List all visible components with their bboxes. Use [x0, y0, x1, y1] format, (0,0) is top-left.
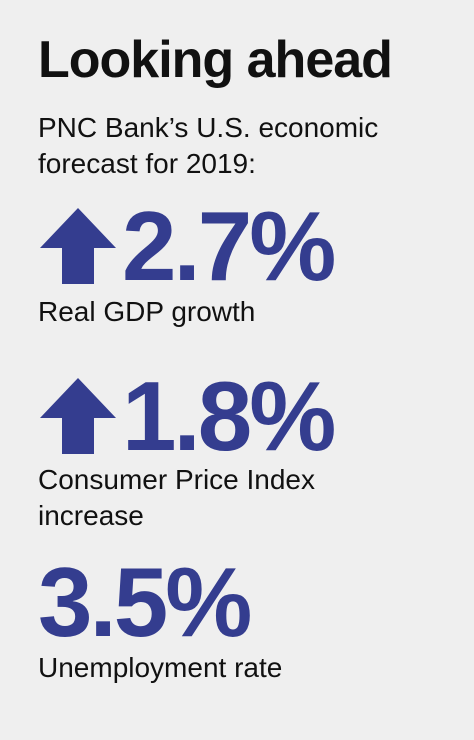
up-arrow-icon	[40, 208, 116, 284]
stat-unemployment-label: Unemployment rate	[38, 652, 283, 683]
stat-gdp-row: 2.7%	[38, 196, 468, 296]
stat-gdp-label: Real GDP growth	[38, 296, 256, 327]
up-arrow-icon	[40, 378, 116, 454]
stat-gdp: 2.7% Real GDP growth	[38, 196, 468, 330]
stat-cpi: 1.8% Consumer Price Index increase	[38, 366, 468, 534]
stat-cpi-value: 1.8%	[122, 361, 336, 471]
subtitle: PNC Bank’s U.S. economic forecast for 20…	[38, 112, 379, 179]
stat-unemployment-value: 3.5%	[38, 547, 252, 657]
stat-unemployment: 3.5% Unemployment rate	[38, 552, 468, 686]
page-title: Looking ahead	[38, 31, 393, 89]
stat-gdp-value: 2.7%	[122, 191, 336, 301]
stat-unemployment-row: 3.5%	[38, 552, 468, 652]
stat-cpi-row: 1.8%	[38, 366, 468, 466]
stat-cpi-label: Consumer Price Index increase	[38, 464, 316, 531]
